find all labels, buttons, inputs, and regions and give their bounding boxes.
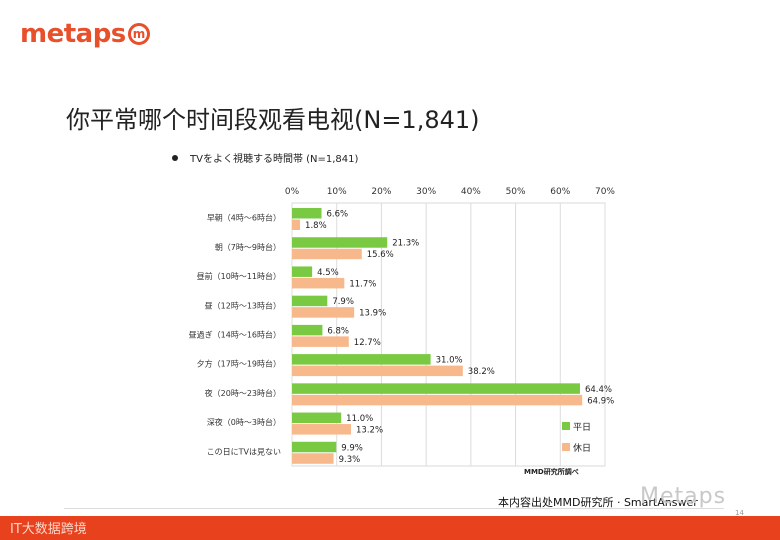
data-label: 7.9% (332, 297, 354, 307)
x-tick-label: 30% (416, 187, 436, 197)
category-label: 深夜（0時～3時台） (207, 417, 281, 427)
holiday-bar (292, 365, 463, 377)
x-tick-label: 20% (371, 187, 391, 197)
weekday-bar (292, 441, 337, 453)
data-label: 4.5% (317, 268, 339, 278)
category-label: 昼（12時～13時台） (205, 300, 281, 310)
data-label: 12.7% (354, 338, 381, 348)
legend-label: 休日 (573, 442, 591, 454)
legend-weekday-swatch (562, 422, 570, 430)
category-label: 朝（7時～9時台） (215, 242, 281, 252)
holiday-bar (292, 307, 355, 318)
data-label: 6.8% (327, 326, 349, 336)
source-note: 本内容出处MMD研究所 · SmartAnswer (498, 496, 698, 509)
holiday-bar (292, 219, 301, 230)
category-label: 早朝（4時～6時台） (207, 213, 281, 223)
watermark: Metaps (640, 484, 727, 509)
data-label: 64.4% (585, 385, 612, 395)
footer-text: IT大数据跨境 (10, 522, 87, 537)
holiday-bar (292, 394, 583, 406)
x-tick-label: 0% (285, 187, 300, 197)
footer-bar: IT大数据跨境 (0, 516, 780, 540)
data-label: 11.7% (349, 279, 376, 289)
data-label: 6.6% (327, 210, 349, 220)
data-label: 11.0% (346, 414, 373, 424)
x-tick-label: 60% (550, 187, 570, 197)
weekday-bar (292, 324, 323, 336)
bullet-icon (172, 155, 178, 161)
weekday-bar (292, 266, 313, 277)
holiday-bar (292, 424, 352, 435)
data-label: 15.6% (367, 250, 394, 260)
holiday-bar (292, 248, 362, 260)
data-label: 13.9% (359, 309, 386, 319)
data-label: 38.2% (468, 367, 495, 377)
chart-heading: TVをよく視聴する時間帯 (N=1,841) (172, 150, 358, 165)
weekday-bar (292, 383, 580, 394)
legend-holiday-swatch (562, 443, 570, 451)
data-label: 9.3% (339, 455, 361, 465)
data-label: 64.9% (587, 396, 614, 406)
weekday-bar (292, 237, 388, 248)
weekday-bar (292, 354, 431, 365)
category-label: この日にTVは見ない (207, 447, 281, 456)
page-number: 14 (735, 509, 744, 517)
data-label: 1.8% (305, 221, 327, 231)
holiday-bar (292, 336, 349, 347)
category-label: 夜（20時～23時台） (205, 388, 281, 398)
weekday-bar (292, 295, 328, 307)
slide-title: 你平常哪个时间段观看电视(N=1,841) (66, 106, 480, 134)
x-tick-label: 70% (595, 187, 615, 197)
x-tick-label: 40% (461, 187, 481, 197)
legend-label: 平日 (573, 422, 591, 433)
data-label: 21.3% (392, 239, 419, 249)
category-label: 夕方（17時～19時台） (197, 359, 281, 369)
data-label: 13.2% (356, 426, 383, 436)
category-label: 昼前（10時～11時台） (197, 271, 281, 281)
category-label: 昼過ぎ（14時～16時台） (189, 330, 281, 340)
logo-text: metaps (20, 19, 126, 49)
footer-divider (64, 508, 724, 509)
x-tick-label: 10% (327, 187, 347, 197)
holiday-bar (292, 277, 345, 289)
x-tick-label: 50% (506, 187, 526, 197)
chart-heading-text: TVをよく視聴する時間帯 (N=1,841) (190, 154, 359, 165)
data-label: 31.0% (436, 356, 463, 366)
weekday-bar (292, 208, 322, 219)
holiday-bar (292, 453, 334, 464)
logo-mark-icon: m (127, 23, 150, 45)
metaps-logo: metaps m (20, 17, 150, 51)
data-label: 9.9% (341, 443, 363, 453)
weekday-bar (292, 412, 342, 424)
chart-source: MMD研究所調べ (524, 467, 579, 476)
